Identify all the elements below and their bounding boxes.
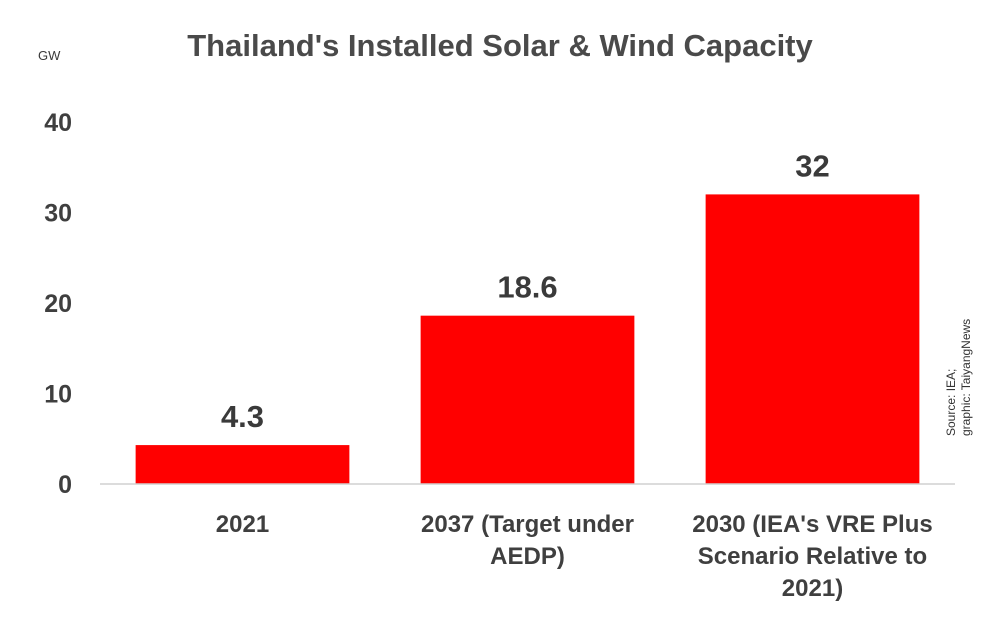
source-note-line: graphic: TaiyangNews xyxy=(959,319,973,436)
y-tick-label: 0 xyxy=(58,471,72,499)
bar xyxy=(420,315,635,484)
bar xyxy=(705,194,920,484)
x-tick-label-line: AEDP) xyxy=(490,543,565,570)
bar xyxy=(135,445,350,484)
bar-series xyxy=(135,194,920,484)
chart-title: Thailand's Installed Solar & Wind Capaci… xyxy=(187,28,813,63)
y-tick-label: 20 xyxy=(44,290,72,318)
data-labels: 4.3 18.6 32 xyxy=(221,148,830,434)
source-note: Source: IEA;graphic: TaiyangNews xyxy=(944,319,973,436)
x-tick-label-line: Scenario Relative to xyxy=(698,543,927,570)
x-tick-label-line: 2037 (Target under xyxy=(421,511,634,538)
x-tick-label-line: 2030 (IEA's VRE Plus xyxy=(692,511,932,538)
x-axis-ticks: 2021 2037 (Target under AEDP) 2030 (IEA's V… xyxy=(216,511,933,602)
y-axis-unit-label: GW xyxy=(38,48,61,63)
x-tick-label: 2021 xyxy=(216,511,269,538)
y-tick-label: 40 xyxy=(44,109,72,137)
data-label: 18.6 xyxy=(497,270,557,305)
y-tick-label: 10 xyxy=(44,381,72,409)
x-tick-label: 2030 (IEA's VRE Plus Scenario Relative to… xyxy=(692,511,932,602)
x-tick-label-line: 2021) xyxy=(782,575,843,602)
data-label: 4.3 xyxy=(221,399,264,434)
x-tick-label: 2037 (Target under AEDP) xyxy=(421,511,634,570)
y-tick-label: 30 xyxy=(44,200,72,228)
data-label: 32 xyxy=(795,148,829,183)
source-note-line: Source: IEA; xyxy=(944,369,958,436)
x-tick-label-line: 2021 xyxy=(216,511,269,538)
y-axis-ticks: 0 10 20 30 40 xyxy=(44,109,72,499)
